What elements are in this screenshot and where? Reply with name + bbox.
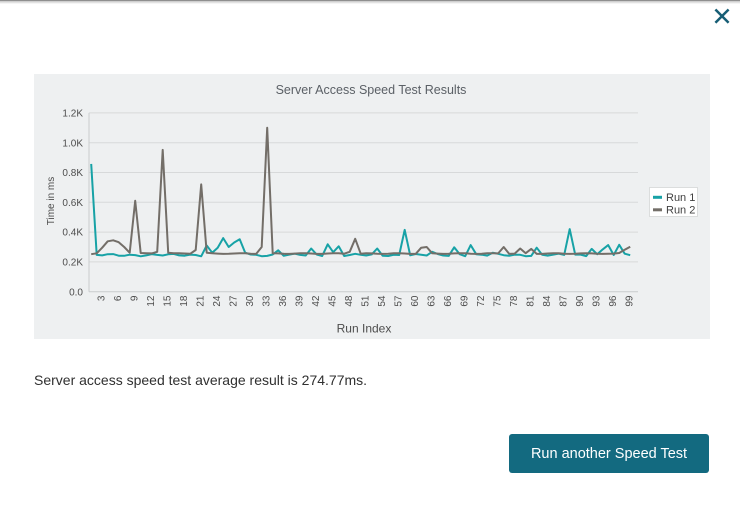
svg-text:33: 33: [262, 295, 273, 307]
svg-text:72: 72: [476, 295, 487, 307]
svg-text:57: 57: [394, 295, 405, 307]
svg-text:78: 78: [509, 295, 520, 307]
svg-text:39: 39: [295, 295, 306, 307]
svg-text:93: 93: [592, 295, 603, 307]
svg-text:Server Access Speed Test Resul: Server Access Speed Test Results: [276, 83, 467, 97]
svg-text:0.2K: 0.2K: [62, 258, 83, 269]
svg-text:21: 21: [196, 295, 207, 307]
svg-text:66: 66: [443, 295, 454, 307]
svg-text:90: 90: [575, 295, 586, 307]
svg-text:Run Index: Run Index: [337, 322, 392, 336]
svg-text:60: 60: [410, 295, 421, 307]
svg-text:42: 42: [311, 295, 322, 307]
svg-text:1.0K: 1.0K: [62, 138, 83, 149]
svg-text:75: 75: [493, 295, 504, 307]
svg-text:6: 6: [113, 295, 124, 301]
svg-text:87: 87: [559, 295, 570, 307]
svg-text:Run 2: Run 2: [666, 205, 695, 217]
svg-text:96: 96: [608, 295, 619, 307]
svg-text:30: 30: [245, 295, 256, 307]
svg-text:0.0: 0.0: [69, 287, 83, 298]
svg-text:99: 99: [625, 295, 636, 307]
svg-text:24: 24: [212, 295, 223, 307]
svg-text:0.6K: 0.6K: [62, 198, 83, 209]
svg-text:3: 3: [97, 295, 108, 301]
svg-text:1.2K: 1.2K: [62, 109, 83, 120]
svg-text:15: 15: [163, 295, 174, 307]
svg-text:18: 18: [179, 295, 190, 307]
svg-text:12: 12: [146, 295, 157, 307]
svg-text:0.4K: 0.4K: [62, 228, 83, 239]
svg-text:54: 54: [377, 295, 388, 307]
svg-text:69: 69: [460, 295, 471, 307]
svg-text:36: 36: [278, 295, 289, 307]
svg-text:27: 27: [229, 295, 240, 307]
svg-text:81: 81: [526, 295, 537, 307]
svg-text:9: 9: [130, 295, 141, 301]
svg-text:Time in ms: Time in ms: [46, 177, 57, 226]
svg-text:Run 1: Run 1: [666, 192, 695, 204]
svg-text:0.8K: 0.8K: [62, 168, 83, 179]
svg-text:63: 63: [427, 295, 438, 307]
svg-text:48: 48: [344, 295, 355, 307]
svg-text:84: 84: [542, 295, 553, 307]
svg-text:51: 51: [361, 295, 372, 307]
svg-text:45: 45: [328, 295, 339, 307]
